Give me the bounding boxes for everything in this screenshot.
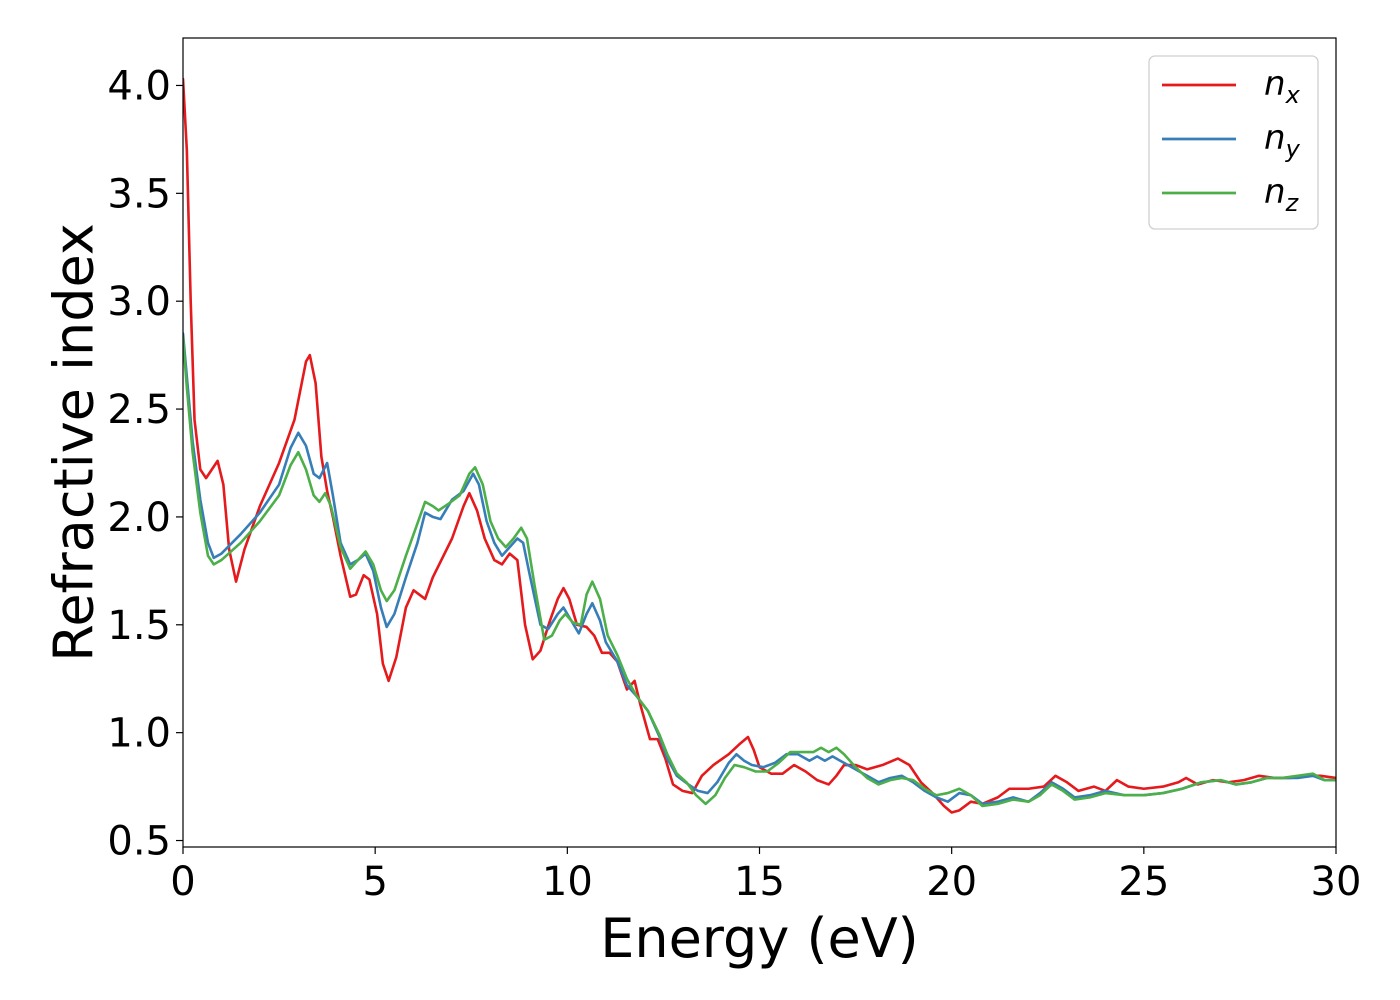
series-line-z xyxy=(183,336,1336,808)
x-tick-label: 15 xyxy=(734,859,785,905)
x-tick-label: 0 xyxy=(170,859,195,905)
y-axis-label: Refractive index xyxy=(43,223,106,662)
y-tick-label: 4.0 xyxy=(107,63,171,109)
legend-box xyxy=(1148,55,1319,230)
y-tick-label: 2.5 xyxy=(107,387,171,433)
legend-label-x: nx xyxy=(1264,64,1301,109)
legend: nx ny nz xyxy=(1148,55,1319,230)
x-tick-label: 5 xyxy=(362,859,387,905)
y-axis-ticks: 0.5 1.0 1.5 2.0 2.5 3.0 3.5 4.0 xyxy=(107,63,183,865)
legend-label-z: nz xyxy=(1264,172,1300,217)
x-axis-ticks: 0 5 10 15 20 25 30 xyxy=(170,847,1361,905)
y-tick-label: 0.5 xyxy=(107,819,171,865)
x-tick-label: 25 xyxy=(1118,859,1169,905)
x-tick-label: 10 xyxy=(542,859,593,905)
x-axis-label: Energy (eV) xyxy=(600,907,919,970)
y-tick-label: 1.5 xyxy=(107,603,171,649)
series-line-y xyxy=(183,332,1336,806)
y-tick-label: 3.0 xyxy=(107,279,171,325)
legend-label-y: ny xyxy=(1264,118,1301,163)
y-tick-label: 2.0 xyxy=(107,495,171,541)
x-tick-label: 20 xyxy=(926,859,977,905)
y-tick-label: 3.5 xyxy=(107,171,171,217)
y-tick-label: 1.0 xyxy=(107,711,171,757)
x-tick-label: 30 xyxy=(1311,859,1362,905)
